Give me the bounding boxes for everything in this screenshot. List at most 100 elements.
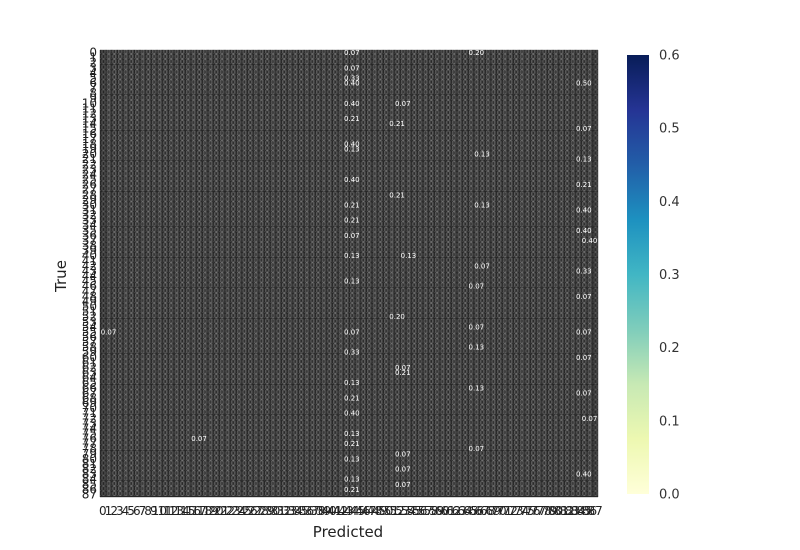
cell-value: 0.00: [282, 53, 298, 61]
cell-value: 0.00: [395, 53, 411, 61]
cell-value: 0.00: [548, 48, 564, 56]
cell-value: 0.00: [559, 53, 575, 61]
cell-value: 0.00: [101, 58, 117, 66]
cell-value: 0.00: [429, 48, 445, 56]
cell-value: 0.00: [225, 58, 241, 66]
cell-value: 0.00: [197, 58, 213, 66]
cell-value: 0.00: [412, 58, 428, 66]
cell-value: 0.00: [587, 58, 603, 66]
cell-value: 0.00: [446, 48, 462, 56]
cell-value: 0.00: [169, 58, 185, 66]
cell-value: 0.00: [146, 48, 162, 56]
cell-value: 0.00: [135, 58, 151, 66]
cell-value: 0.00: [486, 48, 502, 56]
cell-value: 0.00: [350, 53, 366, 61]
cell-value: 0.00: [270, 48, 286, 56]
cell-value: 0.00: [265, 58, 281, 66]
cell-value: 0.00: [384, 48, 400, 56]
cell-value: 0.00: [372, 48, 388, 56]
cell-value: 0.00: [316, 58, 332, 66]
cell-value: 0.00: [338, 58, 354, 66]
cell-value: 0.00: [463, 53, 479, 61]
cell-value: 0.00: [344, 48, 360, 56]
heatmap-annotations: 0.000.000.000.000.000.000.000.000.000.00…: [95, 48, 603, 498]
cell-value: 0.00: [531, 48, 547, 56]
cell-value: 0.00: [542, 58, 558, 66]
cell-value: 0.00: [480, 58, 496, 66]
cell-value: 0.00: [502, 48, 518, 56]
cell-value: 0.00: [519, 53, 535, 61]
cell-value: 0.00: [338, 53, 354, 61]
cell-value: 0.00: [169, 53, 185, 61]
cell-value: 0.00: [203, 63, 219, 71]
cell-value: 0.00: [157, 63, 173, 71]
cell-value: 0.00: [582, 53, 598, 61]
cell-value: 0.00: [174, 48, 190, 56]
cell-value: 0.00: [497, 53, 513, 61]
cell-value: 0.00: [548, 53, 564, 61]
cell-value: 0.00: [378, 53, 394, 61]
cell-value: 0.00: [180, 48, 196, 56]
cell-value: 0.00: [146, 53, 162, 61]
cell-value: 0.00: [191, 63, 207, 71]
cell-value: 0.00: [463, 58, 479, 66]
cell-value: 0.00: [536, 53, 552, 61]
cell-value: 0.00: [129, 58, 145, 66]
cell-value: 0.00: [531, 58, 547, 66]
cell-value: 0.00: [440, 53, 456, 61]
heatmap-cells: [99, 49, 599, 498]
cell-value: 0.00: [253, 48, 269, 56]
cell-value: 0.00: [401, 53, 417, 61]
cell-value: 0.00: [587, 53, 603, 61]
cell-value: 0.00: [112, 58, 128, 66]
cell-value: 0.00: [112, 48, 128, 56]
cell-value: 0.00: [259, 48, 275, 56]
cell-value: 0.00: [123, 48, 139, 56]
cell-value: 0.00: [299, 58, 315, 66]
cell-value: 0.00: [135, 53, 151, 61]
cell-value: 0.00: [253, 58, 269, 66]
cell-value: 0.00: [469, 58, 485, 66]
cell-value: 0.00: [502, 58, 518, 66]
cell-value: 0.00: [265, 53, 281, 61]
cell-value: 0.00: [310, 58, 326, 66]
cell-value: 0.00: [186, 58, 202, 66]
cell-value: 0.00: [231, 53, 247, 61]
cell-value: 0.00: [548, 58, 564, 66]
cell-value: 0.00: [208, 63, 224, 71]
cell-value: 0.00: [480, 48, 496, 56]
cell-value: 0.00: [140, 48, 156, 56]
cell-value: 0.00: [553, 58, 569, 66]
cell-value: 0.00: [287, 48, 303, 56]
cell-value: 0.00: [372, 53, 388, 61]
cell-value: 0.00: [378, 58, 394, 66]
cell-value: 0.00: [316, 53, 332, 61]
cell-value: 0.00: [191, 48, 207, 56]
cell-value: 0.00: [208, 58, 224, 66]
cell-value: 0.00: [418, 48, 434, 56]
cell-value: 0.00: [344, 58, 360, 66]
cell-value: 0.00: [270, 63, 286, 71]
cell-value: 0.00: [123, 53, 139, 61]
cell-value: 0.00: [469, 53, 485, 61]
cell-value: 0.00: [327, 48, 343, 56]
cell-value: 0.00: [169, 48, 185, 56]
cell-value: 0.00: [406, 53, 422, 61]
cell-value: 0.00: [112, 53, 128, 61]
cell-value: 0.00: [95, 63, 111, 71]
cell-value: 0.00: [367, 53, 383, 61]
cell-value: 0.00: [101, 53, 117, 61]
cell-value: 0.00: [519, 58, 535, 66]
cell-value: 0.00: [423, 58, 439, 66]
cell-value: 0.00: [203, 58, 219, 66]
cell-value: 0.00: [203, 53, 219, 61]
cell-value: 0.00: [152, 53, 168, 61]
cell-value: 0.00: [242, 48, 258, 56]
cell-value: 0.00: [101, 63, 117, 71]
cell-value: 0.00: [474, 48, 490, 56]
cell-value: 0.00: [118, 63, 134, 71]
cell-value: 0.00: [248, 53, 264, 61]
cell-value: 0.00: [542, 53, 558, 61]
cell-value: 0.00: [152, 48, 168, 56]
cell-value: 0.00: [367, 48, 383, 56]
